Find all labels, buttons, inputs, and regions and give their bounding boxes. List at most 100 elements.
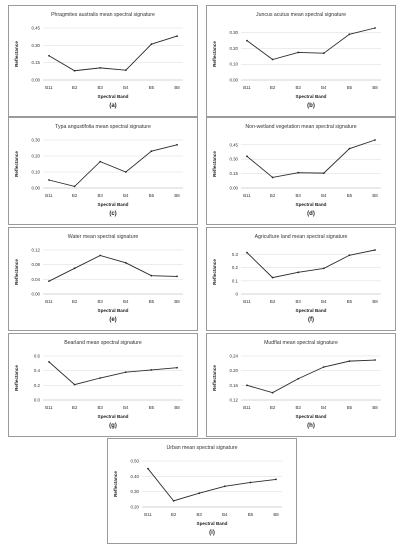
y-tick-label: 0.4 — [34, 368, 41, 373]
chart-svg: Non-wetland vegetation mean spectral sig… — [212, 124, 381, 217]
x-tick-label: B4 — [123, 299, 129, 304]
x-axis-label: Spectral Band — [98, 202, 129, 207]
y-tick-label: 0.12 — [31, 248, 40, 253]
data-point — [99, 66, 102, 69]
x-tick-label: B2 — [270, 85, 276, 90]
chart-panel-c: Typa angustifolia mean spectral signatur… — [8, 117, 198, 225]
data-point — [73, 267, 76, 270]
data-point — [48, 360, 50, 363]
data-point — [297, 377, 300, 380]
series-line — [246, 359, 376, 394]
data-point — [99, 254, 102, 257]
data-point — [176, 143, 178, 146]
x-tick-label: B11 — [243, 405, 251, 410]
chart-svg: Urban mean spectral signature 0.20 0.30 0.4… — [113, 445, 282, 536]
y-tick-label: 0.20 — [31, 154, 40, 159]
chart-title: Urban mean spectral signature — [167, 445, 238, 451]
panel-caption: (g) — [109, 423, 117, 429]
x-tick-label: B5 — [149, 85, 155, 90]
data-point — [48, 280, 50, 283]
y-tick-label: 0.30 — [229, 30, 238, 35]
y-tick-label: 0.0 — [34, 398, 41, 403]
chart-title: Typa angustifolia mean spectral signatur… — [55, 124, 151, 130]
data-point — [223, 485, 226, 488]
y-tick-label: 0.00 — [31, 78, 40, 83]
series-line — [48, 144, 178, 187]
x-tick-label: B2 — [72, 85, 78, 90]
x-tick-label: B2 — [72, 193, 78, 198]
x-axis-label: Spectral Band — [296, 414, 327, 419]
x-tick-label: B5 — [149, 193, 155, 198]
y-tick-label: 0.20 — [229, 368, 238, 373]
data-point — [99, 160, 102, 163]
data-point — [374, 139, 376, 141]
y-axis-label: Reflectance — [14, 41, 19, 67]
data-point — [176, 35, 178, 37]
data-point — [150, 274, 153, 277]
chart-svg: Phragmites australis mean spectral signa… — [14, 12, 183, 109]
chart-panel-b: Juncus acutus mean spectral signature 0.0… — [206, 5, 396, 117]
data-point — [99, 377, 102, 379]
data-point — [348, 254, 351, 257]
x-tick-label: B8 — [174, 405, 180, 410]
x-tick-label: B4 — [123, 85, 129, 90]
y-axis-label: Reflectance — [14, 151, 19, 177]
x-axis-label: Spectral Band — [98, 94, 129, 99]
x-tick-label: B11 — [45, 405, 53, 410]
data-point — [246, 384, 248, 387]
x-axis-label: Spectral Band — [98, 308, 129, 313]
x-tick-label: B11 — [144, 512, 152, 517]
chart-svg: Water mean spectral signature 0.00 0.04 0.0… — [14, 234, 183, 323]
y-tick-label: 0.2 — [34, 383, 41, 388]
x-tick-label: B2 — [270, 193, 276, 198]
data-point — [176, 366, 178, 369]
y-tick-label: 0.30 — [31, 43, 40, 48]
x-tick-label: B8 — [372, 193, 378, 198]
x-tick-label: B3 — [296, 299, 302, 304]
chart-title: Juncus acutus mean spectral signature — [256, 12, 346, 18]
chart-title: Agriculture land mean spectral signature — [255, 234, 348, 240]
x-tick-label: B8 — [174, 193, 180, 198]
y-tick-label: 0.30 — [130, 489, 139, 494]
series-line — [48, 255, 178, 282]
y-tick-label: 0.10 — [229, 62, 238, 67]
chart-title: Phragmites australis mean spectral signa… — [51, 12, 155, 18]
series-line — [246, 139, 376, 178]
x-tick-label: B3 — [197, 512, 203, 517]
x-tick-label: B5 — [149, 299, 155, 304]
y-tick-label: 0.15 — [229, 171, 238, 176]
y-tick-label: 0 — [236, 292, 239, 297]
data-point — [150, 150, 153, 153]
x-tick-label: B5 — [347, 405, 353, 410]
data-point — [147, 467, 149, 470]
y-tick-label: 0.2 — [232, 265, 239, 270]
chart-title: Bearland mean spectral signature — [64, 340, 142, 346]
data-point — [271, 276, 274, 279]
y-tick-label: 0.6 — [34, 354, 41, 359]
chart-svg: Mudflat mean spectral signature 0.12 0.16 0… — [212, 340, 381, 429]
chart-panel-e: Water mean spectral signature 0.00 0.04 0.0… — [8, 227, 198, 331]
panel-caption: (f) — [308, 317, 314, 323]
data-point — [322, 267, 325, 270]
y-tick-label: 0.1 — [232, 278, 239, 283]
data-point — [150, 43, 153, 46]
y-axis-label: Reflectance — [14, 365, 19, 391]
data-point — [297, 271, 300, 274]
data-point — [124, 171, 127, 173]
x-tick-label: B4 — [123, 405, 129, 410]
x-axis-label: Spectral Band — [296, 308, 327, 313]
x-tick-label: B8 — [174, 299, 180, 304]
panel-caption: (e) — [109, 317, 116, 323]
x-tick-label: B8 — [372, 405, 378, 410]
panel-caption: (b) — [307, 103, 315, 109]
y-tick-label: 0.3 — [232, 252, 239, 257]
data-point — [348, 147, 351, 150]
data-point — [48, 54, 50, 57]
x-tick-label: B4 — [321, 193, 327, 198]
y-tick-label: 0.04 — [31, 277, 40, 282]
x-tick-label: B5 — [248, 512, 254, 517]
panel-caption: (a) — [109, 103, 116, 109]
x-tick-label: B11 — [243, 193, 251, 198]
x-tick-label: B8 — [174, 85, 180, 90]
x-tick-label: B3 — [98, 85, 104, 90]
